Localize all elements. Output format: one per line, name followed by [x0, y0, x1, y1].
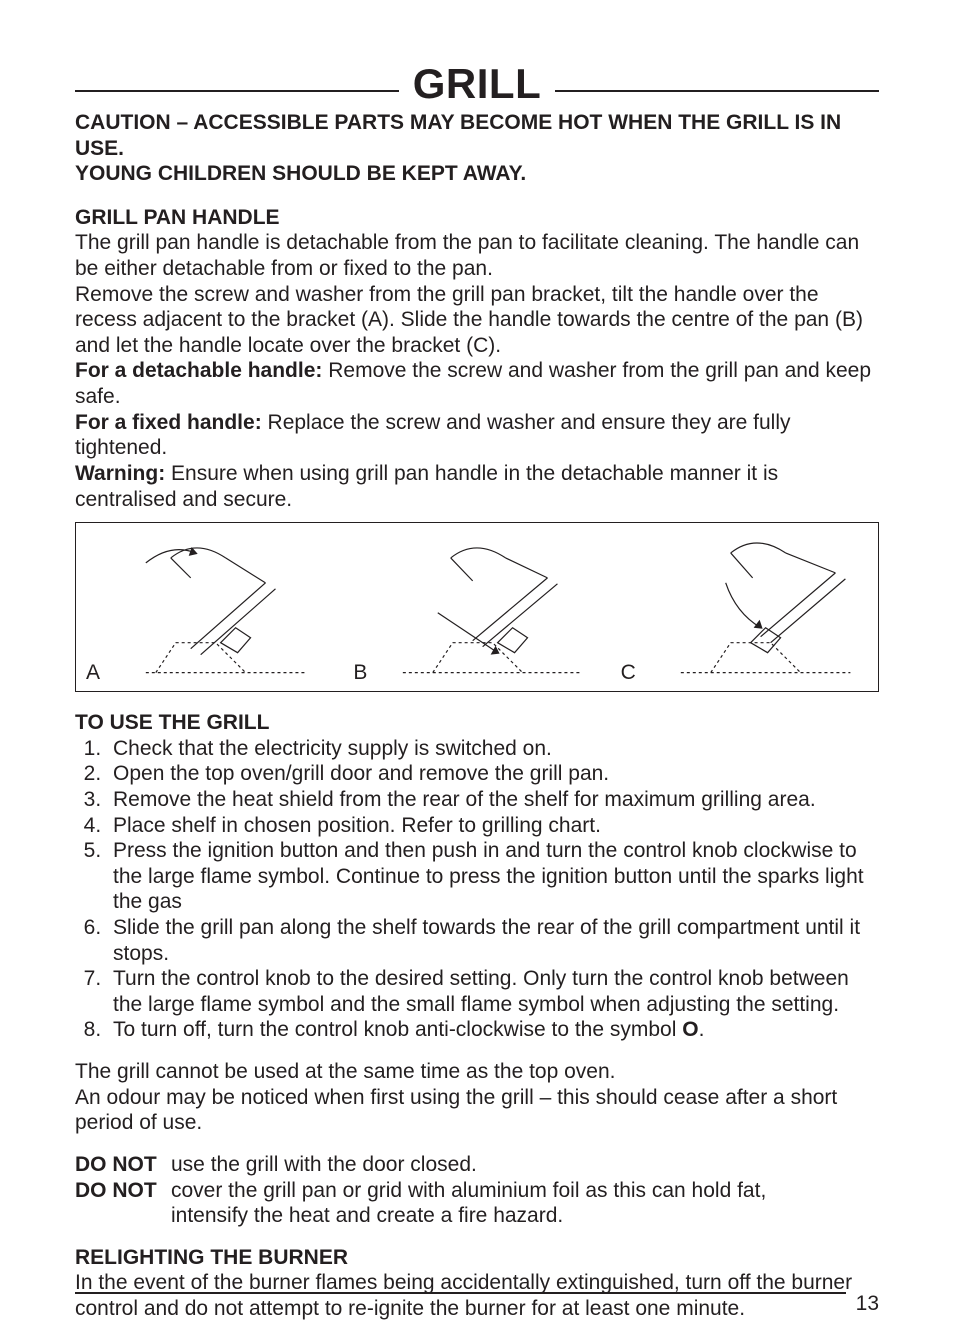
body-paragraph: For a fixed handle: Replace the screw an… — [75, 410, 879, 461]
body-paragraph: The grill cannot be used at the same tim… — [75, 1059, 879, 1085]
donot-line: cover the grill pan or grid with alumini… — [171, 1178, 766, 1204]
donot-row: DO NOT cover the grill pan or grid with … — [75, 1178, 879, 1229]
donot-text: cover the grill pan or grid with alumini… — [171, 1178, 766, 1229]
title-row: GRILL — [75, 60, 879, 108]
title-rule-right — [555, 90, 879, 92]
donot-label: DO NOT — [75, 1152, 171, 1178]
handle-diagram-c — [611, 523, 878, 691]
step-text: To turn off, turn the control knob anti-… — [113, 1018, 682, 1041]
inline-label: For a detachable handle: — [75, 359, 322, 382]
step-item: Open the top oven/grill door and remove … — [107, 761, 879, 787]
body-paragraph: Warning: Ensure when using grill pan han… — [75, 461, 879, 512]
body-paragraph: In the event of the burner flames being … — [75, 1270, 879, 1321]
step-item: Remove the heat shield from the rear of … — [107, 787, 879, 813]
step-item: Check that the electricity supply is swi… — [107, 736, 879, 762]
footer-rule: 13 — [75, 1292, 879, 1294]
handle-diagram-b — [343, 523, 610, 691]
figure-cell-c: C — [611, 523, 878, 691]
caution-block: CAUTION – ACCESSIBLE PARTS MAY BECOME HO… — [75, 110, 879, 187]
body-paragraph: An odour may be noticed when first using… — [75, 1085, 879, 1136]
step-item: Turn the control knob to the desired set… — [107, 966, 879, 1017]
body-paragraph: For a detachable handle: Remove the scre… — [75, 358, 879, 409]
inline-label: Warning: — [75, 462, 165, 485]
inline-text: Ensure when using grill pan handle in th… — [75, 462, 778, 511]
figure-label: C — [621, 661, 636, 685]
figure-cell-a: A — [76, 523, 343, 691]
handle-diagram-a — [76, 523, 343, 691]
body-paragraph: The grill pan handle is detachable from … — [75, 230, 879, 281]
page-title: GRILL — [399, 60, 555, 108]
step-text: . — [699, 1018, 705, 1041]
step-item: Slide the grill pan along the shelf towa… — [107, 915, 879, 966]
caution-line: CAUTION – ACCESSIBLE PARTS MAY BECOME HO… — [75, 110, 879, 161]
step-item: To turn off, turn the control knob anti-… — [107, 1017, 879, 1043]
donot-text: use the grill with the door closed. — [171, 1152, 477, 1178]
donot-row: DO NOT use the grill with the door close… — [75, 1152, 879, 1178]
page-number: 13 — [846, 1292, 879, 1316]
donot-label: DO NOT — [75, 1178, 171, 1229]
title-rule-left — [75, 90, 399, 92]
steps-list: Check that the electricity supply is swi… — [75, 736, 879, 1043]
figure-label: A — [86, 661, 100, 685]
step-item: Place shelf in chosen position. Refer to… — [107, 813, 879, 839]
off-symbol: O — [682, 1018, 698, 1041]
inline-label: For a fixed handle: — [75, 411, 262, 434]
section-heading: GRILL PAN HANDLE — [75, 205, 879, 231]
page: GRILL CAUTION – ACCESSIBLE PARTS MAY BEC… — [0, 0, 954, 1336]
step-item: Press the ignition button and then push … — [107, 838, 879, 915]
body-paragraph: Remove the screw and washer from the gri… — [75, 282, 879, 359]
donot-line: intensify the heat and create a fire haz… — [171, 1203, 766, 1229]
section-heading: TO USE THE GRILL — [75, 710, 879, 736]
caution-line: YOUNG CHILDREN SHOULD BE KEPT AWAY. — [75, 161, 879, 187]
figure-row: A B — [75, 522, 879, 692]
section-heading: RELIGHTING THE BURNER — [75, 1245, 879, 1271]
footer: 13 — [75, 1292, 879, 1294]
figure-label: B — [353, 661, 367, 685]
figure-cell-b: B — [343, 523, 610, 691]
